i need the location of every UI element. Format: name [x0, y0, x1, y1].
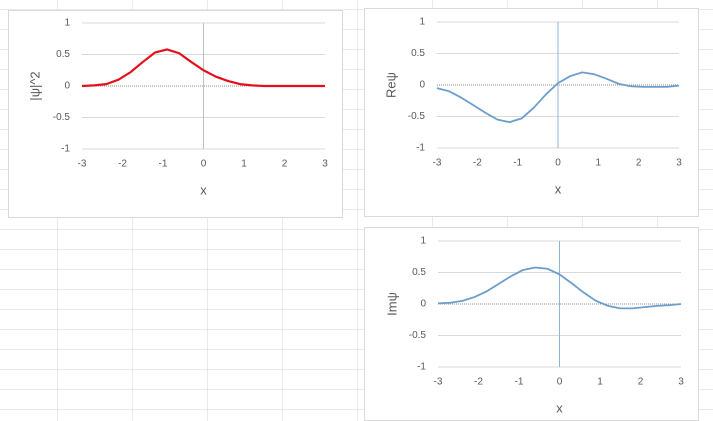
chart-panel[interactable]: [364, 227, 699, 421]
x-tick-label: 1: [241, 159, 247, 170]
x-tick-label: 1: [596, 158, 602, 169]
x-axis-title: x: [200, 182, 207, 197]
y-tick-label: -1: [416, 143, 425, 154]
x-tick-label: 0: [557, 377, 563, 388]
y-tick-label: 0.5: [56, 49, 70, 60]
x-tick-label: -1: [159, 159, 168, 170]
x-tick-label: 0: [201, 159, 207, 170]
x-tick-label: 1: [597, 377, 603, 388]
x-tick-label: -1: [513, 158, 522, 169]
y-tick-label: 0.5: [411, 48, 425, 59]
y-tick-label: 0: [419, 80, 425, 91]
x-tick-label: -2: [473, 158, 482, 169]
x-tick-label: -1: [515, 377, 524, 388]
x-axis-title: x: [555, 181, 562, 196]
x-tick-label: 2: [282, 159, 288, 170]
data-line: [437, 266, 682, 310]
x-tick-label: -3: [434, 377, 443, 388]
y-axis-title: Imψ: [384, 292, 399, 316]
x-tick-label: 3: [678, 377, 684, 388]
chart-panel[interactable]: [364, 8, 699, 217]
y-tick-label: 1: [419, 17, 425, 28]
chart-panel[interactable]: [8, 10, 343, 218]
x-tick-label: 0: [555, 158, 561, 169]
y-tick-label: 0: [420, 299, 426, 310]
x-tick-label: 2: [638, 377, 644, 388]
y-tick-label: -0.5: [408, 111, 426, 122]
y-tick-label: 0: [64, 81, 70, 92]
data-line: [81, 48, 325, 88]
y-tick-label: 1: [64, 18, 70, 29]
x-axis-title: x: [556, 400, 563, 415]
x-tick-label: -3: [433, 158, 442, 169]
y-tick-label: -0.5: [53, 112, 71, 123]
y-axis-title: Reψ: [383, 72, 398, 98]
x-tick-label: -2: [474, 377, 483, 388]
x-tick-label: 3: [322, 159, 328, 170]
y-tick-label: -1: [417, 362, 426, 373]
x-tick-label: -3: [78, 159, 87, 170]
y-tick-label: -0.5: [409, 330, 427, 341]
y-tick-label: 1: [420, 236, 426, 247]
x-tick-label: 3: [676, 158, 682, 169]
y-axis-title: |ψ|^2: [27, 71, 42, 100]
x-tick-label: -2: [118, 159, 127, 170]
data-line: [436, 71, 680, 124]
y-tick-label: 0.5: [412, 267, 426, 278]
y-tick-label: -1: [61, 144, 70, 155]
x-tick-label: 2: [636, 158, 642, 169]
